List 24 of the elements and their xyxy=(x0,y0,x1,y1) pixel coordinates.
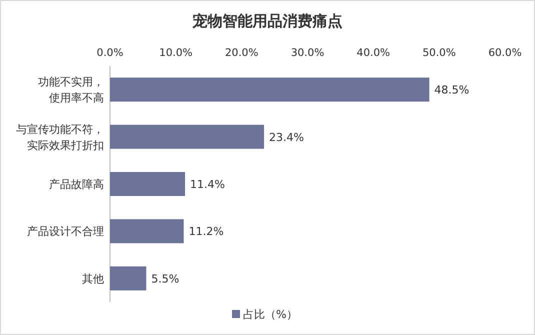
x-tick-label: 20.0% xyxy=(224,47,258,59)
y-tick-label: 与宣传功能不符，实际效果打折扣 xyxy=(16,122,104,152)
y-tick-label: 功能不实用，使用率不高 xyxy=(38,76,104,105)
data-label: 48.5% xyxy=(434,84,470,97)
data-label: 11.4% xyxy=(190,178,226,191)
bar xyxy=(110,172,186,196)
x-tick-label: 50.0% xyxy=(422,47,456,59)
x-tick-label: 60.0% xyxy=(488,47,522,59)
bar xyxy=(110,78,430,102)
data-label: 5.5% xyxy=(151,272,180,286)
data-label: 11.2% xyxy=(188,225,224,238)
bar xyxy=(110,219,184,244)
data-label: 23.4% xyxy=(269,130,304,144)
y-tick-label: 其他 xyxy=(82,272,104,286)
bar xyxy=(110,266,146,290)
x-tick-label: 40.0% xyxy=(356,47,390,59)
x-tick-label: 30.0% xyxy=(290,47,324,59)
bar xyxy=(110,124,264,149)
x-tick-label: 0.0% xyxy=(96,47,124,59)
y-tick-label: 产品设计不合理 xyxy=(27,225,104,238)
legend-label: 占比（%） xyxy=(243,308,298,321)
x-tick-label: 10.0% xyxy=(159,47,193,59)
y-tick-label: 产品故障高 xyxy=(49,178,104,191)
chart-title: 宠物智能用品消费痛点 xyxy=(192,12,342,30)
